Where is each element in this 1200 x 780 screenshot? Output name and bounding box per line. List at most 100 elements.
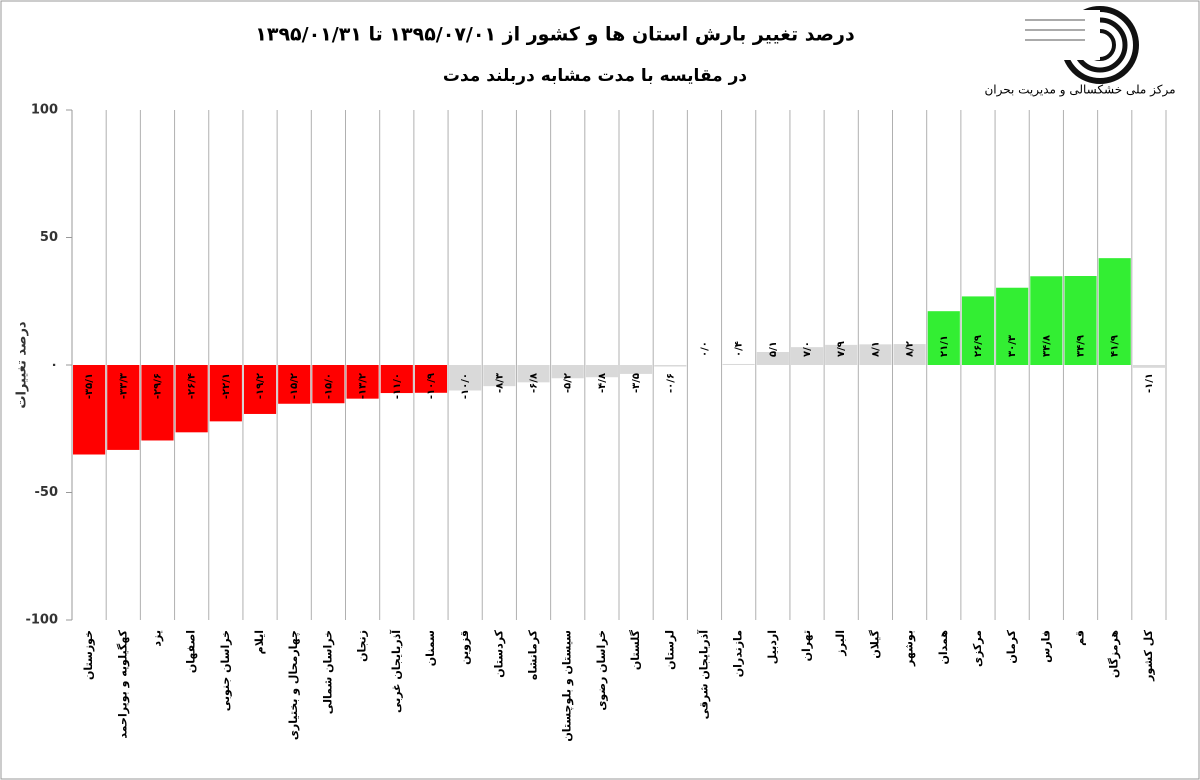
value-label: -۱۳/۲ — [358, 373, 369, 399]
logo — [1020, 6, 1139, 84]
value-label: ۲۱/۱ — [939, 335, 950, 357]
bar — [209, 365, 242, 422]
x-tick-label: آذربایجان شرقی — [696, 630, 710, 720]
x-tick-label: خراسان رضوی — [595, 630, 608, 711]
value-label: ۷/۹ — [836, 341, 847, 357]
x-tick-label: البرز — [834, 630, 847, 657]
value-label: -۴/۸ — [597, 373, 608, 393]
value-label: -۳۳/۳ — [118, 373, 129, 399]
x-tick-label: ایلام — [253, 630, 266, 654]
x-tick-label: بوشهر — [903, 630, 916, 667]
bar — [722, 363, 755, 365]
x-tick-label: زنجان — [356, 630, 369, 662]
value-label: -۱/۱ — [1144, 373, 1155, 393]
x-tick-label: همدان — [937, 630, 950, 665]
x-tick-label: قزوین — [458, 630, 471, 665]
x-tick-label: یزد — [150, 630, 163, 647]
x-tick-label: آذربایجان غربی — [389, 630, 403, 713]
bar — [1132, 365, 1165, 368]
y-axis-label: درصد تغییرات — [15, 321, 30, 409]
value-label: -۲۲/۱ — [221, 373, 232, 399]
bar — [859, 344, 892, 365]
x-tick-label: خوزستان — [82, 630, 95, 680]
value-label: -۸/۳ — [494, 373, 505, 393]
bar — [1098, 258, 1131, 365]
bar — [996, 287, 1029, 365]
x-tick-label: مازندران — [732, 630, 745, 677]
x-tick-label: سیستان و بلوچستان — [561, 630, 574, 742]
bar — [893, 344, 926, 365]
x-tick-label: اصفهان — [185, 630, 198, 673]
bar — [620, 365, 653, 374]
value-label: ۷/۰ — [802, 341, 813, 357]
value-label: -۱۰/۰ — [460, 373, 471, 399]
chart-title: درصد تغییر بارش استان ها و کشور از ۱۳۹۵/… — [255, 24, 855, 46]
value-label: ۰/۴ — [734, 341, 745, 357]
bar — [346, 365, 379, 399]
source: مرکز ملی خشکسالی و مدیریت بحران — [984, 83, 1175, 98]
bar — [790, 347, 824, 365]
value-label: -۱۹/۲ — [255, 373, 266, 399]
bar — [654, 365, 687, 367]
y-tick-label: -100 — [25, 613, 58, 628]
bar — [73, 365, 106, 455]
bar — [141, 365, 174, 441]
value-label: -۱۰/۹ — [426, 373, 437, 399]
value-label: ۸/۲ — [905, 341, 916, 357]
value-label: -۰/۶ — [665, 373, 676, 393]
value-label: -۵/۲ — [563, 373, 574, 393]
value-label: -۲۶/۴ — [187, 373, 198, 399]
y-tick-label: 50 — [40, 230, 58, 245]
value-label: ۳۴/۹ — [1076, 335, 1087, 357]
bar — [551, 365, 584, 379]
value-label: ۰/۰ — [699, 341, 710, 357]
value-label: -۳۵/۱ — [84, 373, 95, 399]
x-tick-label: هرمزگان — [1108, 630, 1121, 678]
bar — [243, 365, 277, 414]
bar — [1030, 276, 1063, 365]
value-label: -۳/۵ — [631, 373, 642, 393]
bar — [449, 365, 482, 391]
x-tick-label: فارس — [1039, 630, 1052, 663]
bar — [175, 365, 208, 433]
x-tick-label: لرستان — [663, 630, 676, 670]
y-tick-label: -50 — [35, 485, 59, 500]
value-label: -۶/۸ — [529, 373, 540, 393]
bar — [483, 365, 516, 387]
bar — [312, 365, 345, 404]
x-tick-label: خراسان جنوبی — [219, 630, 232, 711]
value-label: ۴۱/۹ — [1110, 335, 1121, 357]
x-tick-label: کرمانشاه — [527, 629, 540, 680]
x-tick-label: کل کشور — [1142, 629, 1155, 681]
y-tick-label: 100 — [31, 103, 58, 118]
x-tick-label: گیلان — [868, 629, 881, 658]
bar — [380, 365, 413, 394]
value-label: ۲۶/۹ — [973, 335, 984, 357]
bar — [585, 365, 618, 378]
x-tick-label: کهگیلویه و بویراحمد — [116, 629, 129, 738]
bar — [961, 296, 995, 365]
value-label: ۳۰/۳ — [1007, 335, 1018, 357]
bar — [756, 351, 789, 365]
x-tick-label: قم — [1074, 630, 1087, 646]
bar — [825, 344, 858, 365]
value-label: ۵/۱ — [768, 341, 779, 357]
bar — [927, 311, 960, 365]
x-tick-label: کردستان — [492, 629, 505, 677]
bar — [107, 365, 140, 450]
x-tick-label: سمنان — [424, 630, 437, 666]
chart-subtitle: در مقایسه با مدت مشابه دربلند مدت — [443, 66, 748, 86]
x-tick-label: تهران — [800, 630, 813, 661]
bar — [278, 365, 311, 404]
value-label: ۸/۱ — [870, 341, 881, 357]
value-label: -۱۵/۲ — [289, 373, 300, 399]
bar — [414, 365, 448, 393]
value-label: -۲۹/۶ — [152, 373, 163, 399]
x-tick-label: گلستان — [629, 629, 642, 670]
value-label: -۱۱/۰ — [392, 373, 403, 399]
x-tick-label: مرکزی — [971, 630, 984, 667]
x-tick-label: خراسان شمالی — [321, 630, 334, 714]
x-tick-label: کرمان — [1005, 629, 1018, 663]
bar — [1064, 276, 1097, 365]
